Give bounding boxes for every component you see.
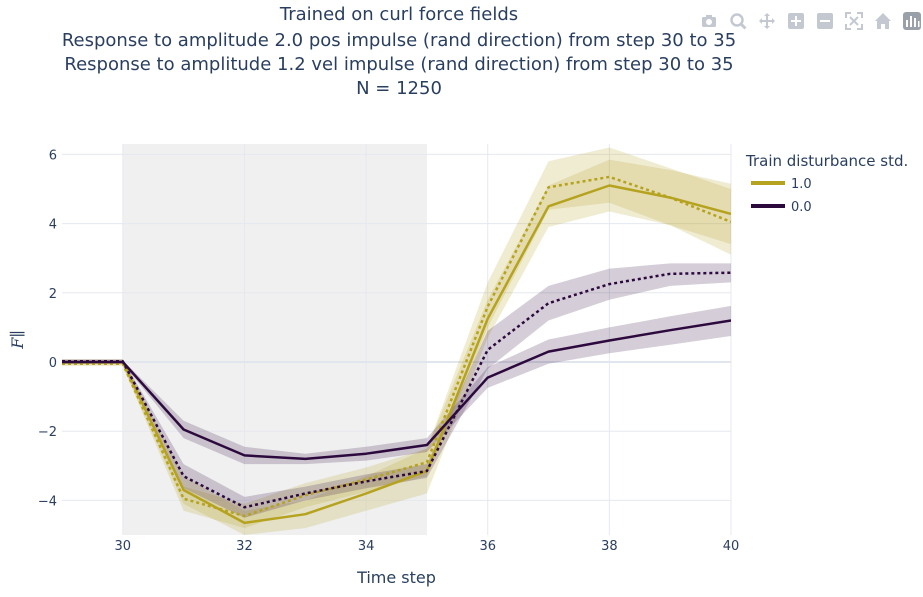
x-tick-label: 40 [723,539,740,554]
modebar [697,8,923,34]
home-icon[interactable] [871,8,894,34]
series-line-dotted-1 [62,175,731,518]
y-tick-label: 6 [49,148,57,163]
y-tick-label: 0 [49,356,57,371]
pan-icon[interactable] [755,8,778,34]
x-tick-label: 32 [236,539,253,554]
x-axis-title: Time step [356,568,436,587]
chart-title-line: Response to amplitude 2.0 pos impulse (r… [62,30,736,51]
y-tick-label: 4 [49,218,57,233]
x-tick-label: 36 [479,539,496,554]
y-tick-label: 2 [49,287,57,302]
zoom-out-icon[interactable] [813,8,836,34]
zoom-in-icon[interactable] [784,8,807,34]
x-tick-label: 34 [358,539,375,554]
series-line-solid-2 [62,319,731,461]
zoom-icon[interactable] [726,8,749,34]
camera-icon[interactable] [697,8,720,34]
y-axis-title: F∥ [8,330,27,350]
legend-title: Train disturbance std. [745,152,908,170]
y-tick-label: −4 [38,494,57,509]
confidence-band-dotted-1 [62,147,731,529]
x-tick-label: 30 [115,539,132,554]
plotly-logo-icon[interactable] [900,8,923,34]
legend-label: 0.0 [791,200,812,215]
x-tick-label: 38 [601,539,618,554]
chart-title-line: Response to amplitude 1.2 vel impulse (r… [64,54,733,75]
y-tick-label: −2 [38,425,57,440]
legend-label: 1.0 [791,177,812,192]
series-line-solid-0 [62,184,731,525]
series-line-dotted-3 [62,271,731,509]
series-group [62,147,731,535]
autoscale-icon[interactable] [842,8,865,34]
chart-title-line: N = 1250 [356,78,442,99]
confidence-band-solid-2 [62,305,731,465]
chart-title-line: Trained on curl force fields [279,4,518,25]
